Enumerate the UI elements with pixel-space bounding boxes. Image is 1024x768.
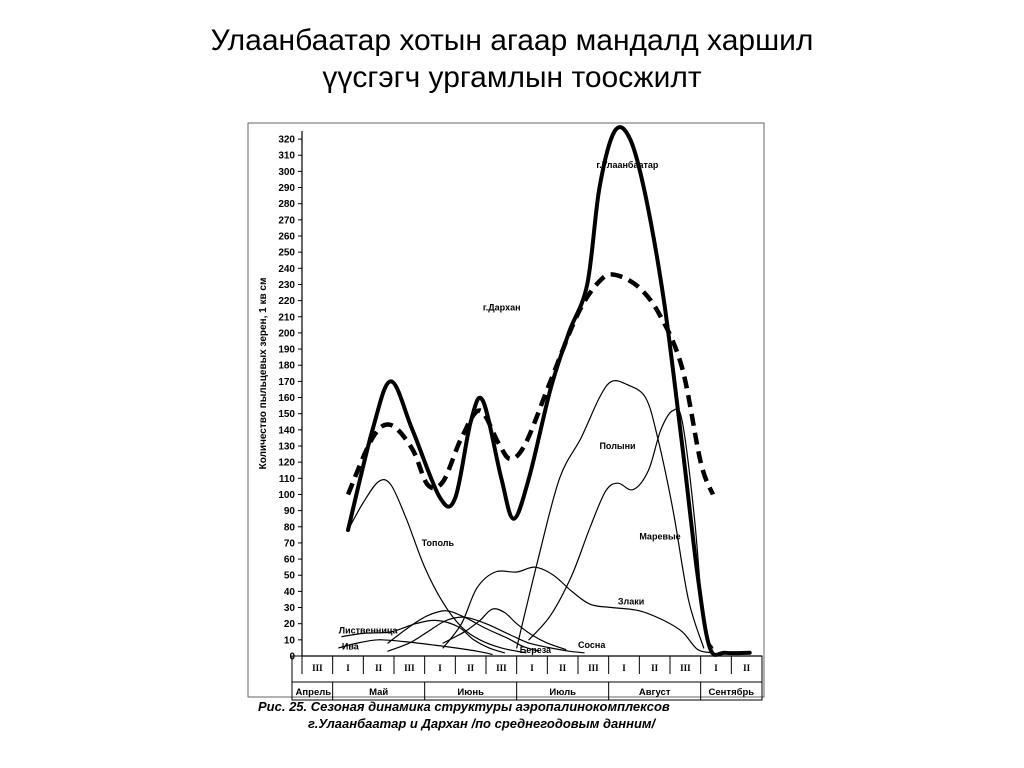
slide-title: Улаанбаатар хотын агаар мандалд харшил ү… xyxy=(0,22,1024,96)
x-decade-label: III xyxy=(680,663,691,673)
x-decade-label: II xyxy=(651,663,659,673)
y-tick-label-100: 100 xyxy=(278,490,295,501)
chart-svg: 0102030405060708090100110120130140150160… xyxy=(247,122,765,701)
series-line-6 xyxy=(442,566,714,654)
x-decade-label: I xyxy=(622,663,626,673)
x-decade-label: III xyxy=(404,663,415,673)
x-decade-label: I xyxy=(530,663,534,673)
x-decade-label: III xyxy=(496,663,507,673)
y-tick-label-290: 290 xyxy=(278,183,295,194)
x-axis-table xyxy=(291,655,763,701)
series-line-1 xyxy=(346,125,752,657)
series-line-11 xyxy=(442,608,567,651)
series-label-1: г.Улаанбаатар xyxy=(596,160,659,170)
caption-line-2: г.Улаанбаатар и Дархан /по среднегодовым… xyxy=(308,716,656,731)
x-decade-label: II xyxy=(467,663,475,673)
caption-line-1: Рис. 25. Сезоная динамика структуры аэро… xyxy=(258,699,670,714)
x-decade-label: II xyxy=(559,663,567,673)
y-tick-label-190: 190 xyxy=(278,345,295,356)
y-tick-label-240: 240 xyxy=(278,264,295,275)
y-tick-label-180: 180 xyxy=(278,361,295,372)
y-tick-label-160: 160 xyxy=(278,393,295,404)
series-label-4: Полыни xyxy=(599,441,635,451)
figure-caption: Рис. 25. Сезоная динамика структуры аэро… xyxy=(258,698,778,732)
y-tick-label-10: 10 xyxy=(284,635,296,646)
y-tick-label-80: 80 xyxy=(284,522,296,533)
y-tick-label-300: 300 xyxy=(278,167,295,178)
x-decade-label: III xyxy=(312,663,323,673)
y-tick-label-280: 280 xyxy=(278,199,295,210)
x-decade-label: II xyxy=(375,663,383,673)
y-tick-label-230: 230 xyxy=(278,280,295,291)
series-label-8: Ива xyxy=(342,642,360,652)
y-tick-label-310: 310 xyxy=(278,151,295,162)
y-tick-label-20: 20 xyxy=(284,619,296,630)
x-decade-label: III xyxy=(588,663,599,673)
x-month-label: Май xyxy=(369,687,388,698)
y-tick-label-150: 150 xyxy=(278,409,295,420)
series-line-3 xyxy=(347,479,527,654)
slide-title-line-2: үүсгэгч ургамлын тоосжилт xyxy=(322,61,702,94)
y-tick-label-120: 120 xyxy=(278,458,295,469)
y-tick-label-320: 320 xyxy=(278,135,295,146)
series-label-9: Береза xyxy=(520,645,552,655)
x-month-label: Июнь xyxy=(457,687,484,698)
series-label-2: г.Дархан xyxy=(483,302,521,312)
y-tick-label-110: 110 xyxy=(279,474,296,485)
series-line-10 xyxy=(338,639,493,655)
chart-figure: 0 10 20 30 40 50 60 70 80 90 100 110 120 130 140 150 160… xyxy=(246,121,766,701)
y-tick-label-40: 40 xyxy=(284,587,296,598)
series-line-9 xyxy=(387,610,539,652)
x-month-label: Апрель xyxy=(296,687,332,698)
series-line-7 xyxy=(341,619,505,654)
x-decade-label: II xyxy=(743,663,751,673)
y-axis-title: Количество пыльцевых зерен, 1 кв см xyxy=(258,278,269,470)
x-decade-label: I xyxy=(714,663,718,673)
series-line-2 xyxy=(345,272,716,496)
y-tick-label-90: 90 xyxy=(284,506,296,517)
y-tick-label-30: 30 xyxy=(284,603,296,614)
series-line-4 xyxy=(516,379,705,649)
y-tick-label-50: 50 xyxy=(284,571,296,582)
series-label-6: Злаки xyxy=(618,596,644,606)
x-month-label: Июль xyxy=(549,687,576,698)
series-label-3: Тополь xyxy=(422,538,455,548)
figure-frame xyxy=(247,122,765,698)
series-label-5: Маревые xyxy=(639,532,680,542)
series-label-10: Сосна xyxy=(578,640,606,650)
x-month-label: Август xyxy=(639,687,671,698)
y-tick-label-250: 250 xyxy=(278,248,295,259)
y-tick-label-60: 60 xyxy=(284,555,296,566)
y-tick-label-210: 210 xyxy=(278,312,295,323)
series-line-5 xyxy=(528,408,714,649)
x-decade-label: I xyxy=(438,663,442,673)
y-tick-label-220: 220 xyxy=(278,296,295,307)
y-tick-label-270: 270 xyxy=(278,215,295,226)
x-month-label: Сентябрь xyxy=(709,687,755,698)
series-label-7: Лиственница xyxy=(339,625,399,635)
y-tick-label-130: 130 xyxy=(278,442,295,453)
y-tick-label-260: 260 xyxy=(278,232,295,243)
y-tick-label-200: 200 xyxy=(278,328,295,339)
y-tick-label-170: 170 xyxy=(278,377,295,388)
y-tick-label-70: 70 xyxy=(284,538,296,549)
x-decade-label: I xyxy=(346,663,350,673)
series-line-8 xyxy=(387,616,585,654)
y-tick-label-140: 140 xyxy=(278,425,295,436)
slide-title-line-1: Улаанбаатар хотын агаар мандалд харшил xyxy=(210,24,814,57)
